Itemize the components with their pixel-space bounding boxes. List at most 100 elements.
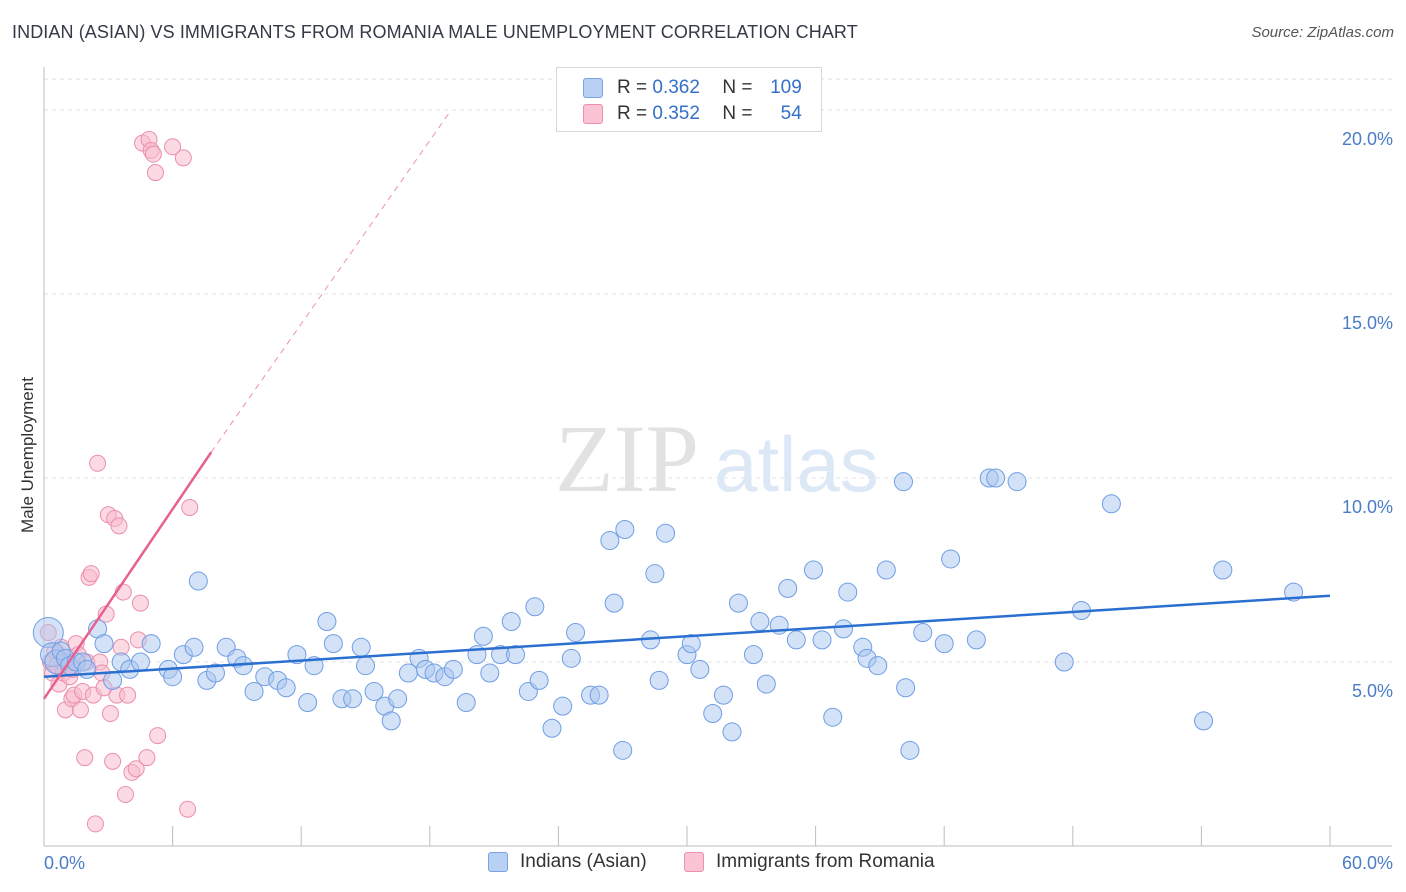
indians-point [130, 652, 150, 672]
indians-point [298, 692, 318, 712]
legend-swatch-pink [583, 104, 603, 124]
indians-point [900, 740, 920, 760]
indians-point [566, 623, 586, 643]
indians-point [645, 564, 665, 584]
indians-point [941, 549, 961, 569]
source-label: Source: ZipAtlas.com [1251, 24, 1394, 41]
indians-point [833, 619, 853, 639]
y-tick-label: 10.0% [1342, 497, 1393, 517]
indians-trend-line [43, 594, 1331, 678]
indians-point [589, 685, 609, 705]
indians-point [934, 634, 954, 654]
axes [43, 67, 1392, 847]
legend-row-romania: R = 0.352 N = 54 [583, 102, 802, 126]
indians-point [317, 612, 337, 632]
indians-point [743, 645, 763, 665]
legend-n-label: N = [722, 77, 753, 98]
indians-point [986, 468, 1006, 488]
indians-point [351, 637, 371, 657]
watermark-atlas: atlas [714, 420, 879, 508]
tick-labels: 5.0% 10.0% 15.0% 20.0% 0.0% 60.0% [44, 129, 1393, 873]
indians-point [778, 578, 798, 598]
legend: R = 0.362 N = 109 R = 0.352 N = 54 [556, 67, 822, 132]
romania-point [71, 701, 89, 719]
trend-lines [42, 109, 1331, 700]
indians-point [604, 593, 624, 613]
indians-point [823, 707, 843, 727]
indians-point [786, 630, 806, 650]
legend-swatch-blue [583, 78, 603, 98]
indians-point [388, 689, 408, 709]
indians-point [525, 597, 545, 617]
x-tick-label: 0.0% [44, 853, 85, 873]
indians-point [188, 571, 208, 591]
romania-point [101, 705, 119, 723]
romania-point [104, 752, 122, 770]
indians-point [244, 681, 264, 701]
indians-point [1194, 711, 1214, 731]
indians-point [561, 648, 581, 668]
chart-title: INDIAN (ASIAN) VS IMMIGRANTS FROM ROMANI… [12, 22, 858, 42]
bottom-legend-swatch-pink [684, 852, 704, 872]
indians-point [381, 711, 401, 731]
romania-point [119, 686, 137, 704]
series-indians-points [32, 468, 1304, 760]
legend-row-indians: R = 0.362 N = 109 [583, 76, 802, 100]
romania-trend-line [42, 451, 213, 700]
gridlines [44, 78, 1392, 663]
romania-point [144, 145, 162, 163]
bottom-legend-label-romania: Immigrants from Romania [716, 851, 935, 872]
romania-trend-extension [210, 109, 452, 453]
indians-point [966, 630, 986, 650]
indians-point [553, 696, 573, 716]
romania-point [82, 565, 100, 583]
indians-point [364, 681, 384, 701]
indians-point [838, 582, 858, 602]
bottom-legend-indians: Indians (Asian) [488, 851, 647, 873]
indians-point [473, 626, 493, 646]
series-romania-points [39, 130, 199, 833]
indians-point [287, 645, 307, 665]
indians-point [681, 634, 701, 654]
romania-point [164, 138, 182, 156]
legend-r-label: R = [617, 77, 648, 98]
romania-point [181, 498, 199, 516]
romania-point [174, 149, 192, 167]
indians-point [893, 472, 913, 492]
indians-point [1101, 494, 1121, 514]
romania-point [110, 517, 128, 535]
indians-point [913, 623, 933, 643]
x-tick-label: 60.0% [1342, 853, 1393, 873]
legend-n-value: 109 [770, 77, 802, 98]
romania-point [76, 749, 94, 767]
romania-point [146, 164, 164, 182]
indians-point [343, 689, 363, 709]
indians-point [690, 659, 710, 679]
bottom-legend-swatch-blue [488, 852, 508, 872]
romania-point [179, 800, 197, 818]
indians-point [750, 612, 770, 632]
indians-point [356, 656, 375, 676]
indians-point [94, 634, 114, 654]
legend-n-label: N = [722, 103, 753, 124]
bottom-legend-label-indians: Indians (Asian) [520, 851, 647, 872]
indians-point [542, 718, 562, 738]
romania-point [138, 749, 156, 767]
indians-point [501, 612, 521, 632]
indians-point [713, 685, 733, 705]
indians-point [323, 634, 343, 654]
indians-point [649, 670, 669, 690]
bottom-legend-romania: Immigrants from Romania [684, 851, 935, 873]
legend-r-value: 0.362 [652, 77, 700, 98]
indians-point [615, 520, 635, 540]
indians-point [1007, 472, 1027, 492]
romania-point [116, 785, 134, 803]
indians-point [703, 704, 723, 724]
indians-point [456, 692, 476, 712]
indians-point [506, 645, 526, 665]
indians-point [529, 670, 549, 690]
indians-point [1213, 560, 1233, 580]
watermark: ZIP atlas [555, 405, 879, 512]
legend-n-value: 54 [780, 103, 802, 124]
